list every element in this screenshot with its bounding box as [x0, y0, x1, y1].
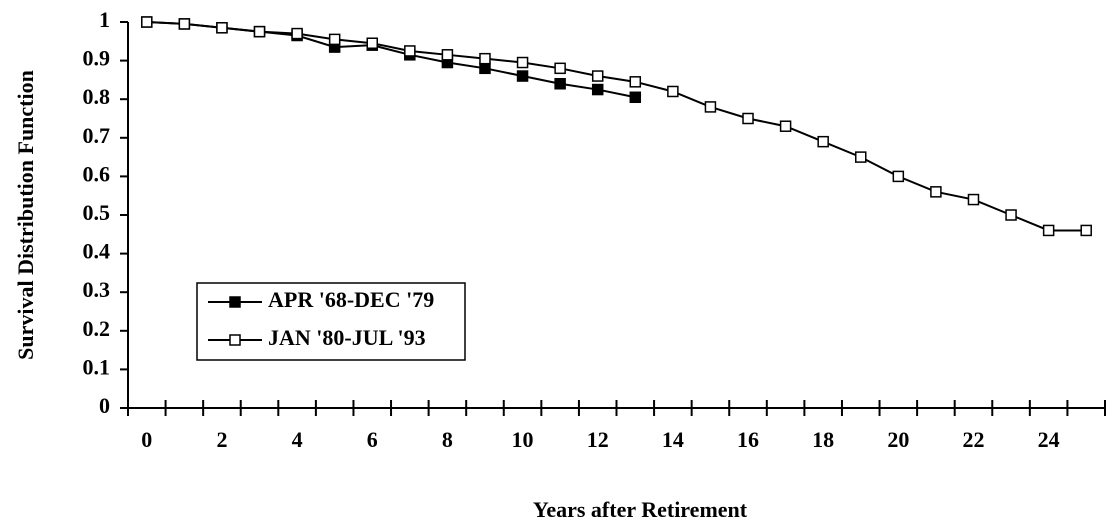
legend-label: APR '68-DEC '79	[268, 287, 434, 312]
marker	[967, 193, 980, 206]
marker	[404, 45, 416, 57]
marker	[178, 18, 191, 30]
marker	[1042, 224, 1055, 237]
y-axis-label: Survival Distribution Function	[13, 70, 38, 360]
y-tick-label: 0.3	[83, 277, 111, 302]
x-tick-label: 20	[887, 427, 909, 452]
marker	[229, 296, 241, 308]
marker	[516, 70, 529, 82]
marker	[291, 27, 303, 40]
x-tick-label: 8	[442, 427, 453, 452]
y-tick-label: 0	[99, 393, 110, 418]
x-tick-label: 2	[216, 427, 227, 452]
marker	[479, 52, 491, 65]
y-tick-label: 0.8	[83, 84, 111, 109]
x-tick-label: 14	[662, 427, 684, 452]
y-tick-label: 0.1	[83, 354, 111, 379]
x-tick-label: 4	[292, 427, 303, 452]
marker	[441, 49, 454, 61]
y-tick-label: 0.2	[83, 316, 111, 341]
x-tick-label: 6	[367, 427, 378, 452]
marker	[229, 334, 241, 346]
x-axis-label: Years after Retirement	[533, 497, 748, 522]
marker	[892, 170, 905, 183]
marker	[554, 62, 566, 75]
y-tick-label: 0.5	[83, 200, 111, 225]
marker	[253, 25, 266, 38]
y-tick-label: 0.4	[83, 239, 111, 264]
marker	[629, 91, 642, 104]
marker	[742, 112, 754, 125]
marker	[817, 135, 829, 148]
marker	[479, 62, 491, 75]
marker	[1080, 224, 1092, 237]
series-line	[146, 21, 1087, 232]
marker	[328, 33, 341, 46]
marker	[141, 16, 153, 28]
marker	[629, 76, 642, 88]
legend: APR '68-DEC '79 JAN '80-JUL '93	[196, 282, 466, 361]
y-tick-label: 0.9	[83, 46, 111, 71]
marker	[516, 56, 529, 69]
marker	[1005, 209, 1017, 221]
marker	[366, 37, 378, 49]
marker	[930, 186, 942, 198]
y-tick-label: 1	[99, 7, 110, 32]
x-tick-label: 24	[1038, 427, 1060, 452]
marker	[667, 85, 679, 98]
marker	[855, 151, 867, 163]
marker	[554, 78, 566, 90]
x-tick-label: 0	[141, 427, 152, 452]
x-tick-label: 16	[737, 427, 759, 452]
x-tick-label: 10	[512, 427, 534, 452]
x-tick-label: 22	[962, 427, 984, 452]
legend-label: JAN '80-JUL '93	[268, 325, 426, 350]
marker	[216, 22, 228, 34]
legend-box	[196, 282, 466, 361]
marker	[591, 70, 604, 82]
marker	[591, 83, 604, 96]
marker	[704, 101, 717, 113]
x-tick-label: 18	[812, 427, 834, 452]
x-tick-label: 12	[587, 427, 609, 452]
y-tick-label: 0.6	[83, 161, 111, 186]
marker	[779, 120, 792, 132]
y-tick-label: 0.7	[83, 123, 111, 148]
